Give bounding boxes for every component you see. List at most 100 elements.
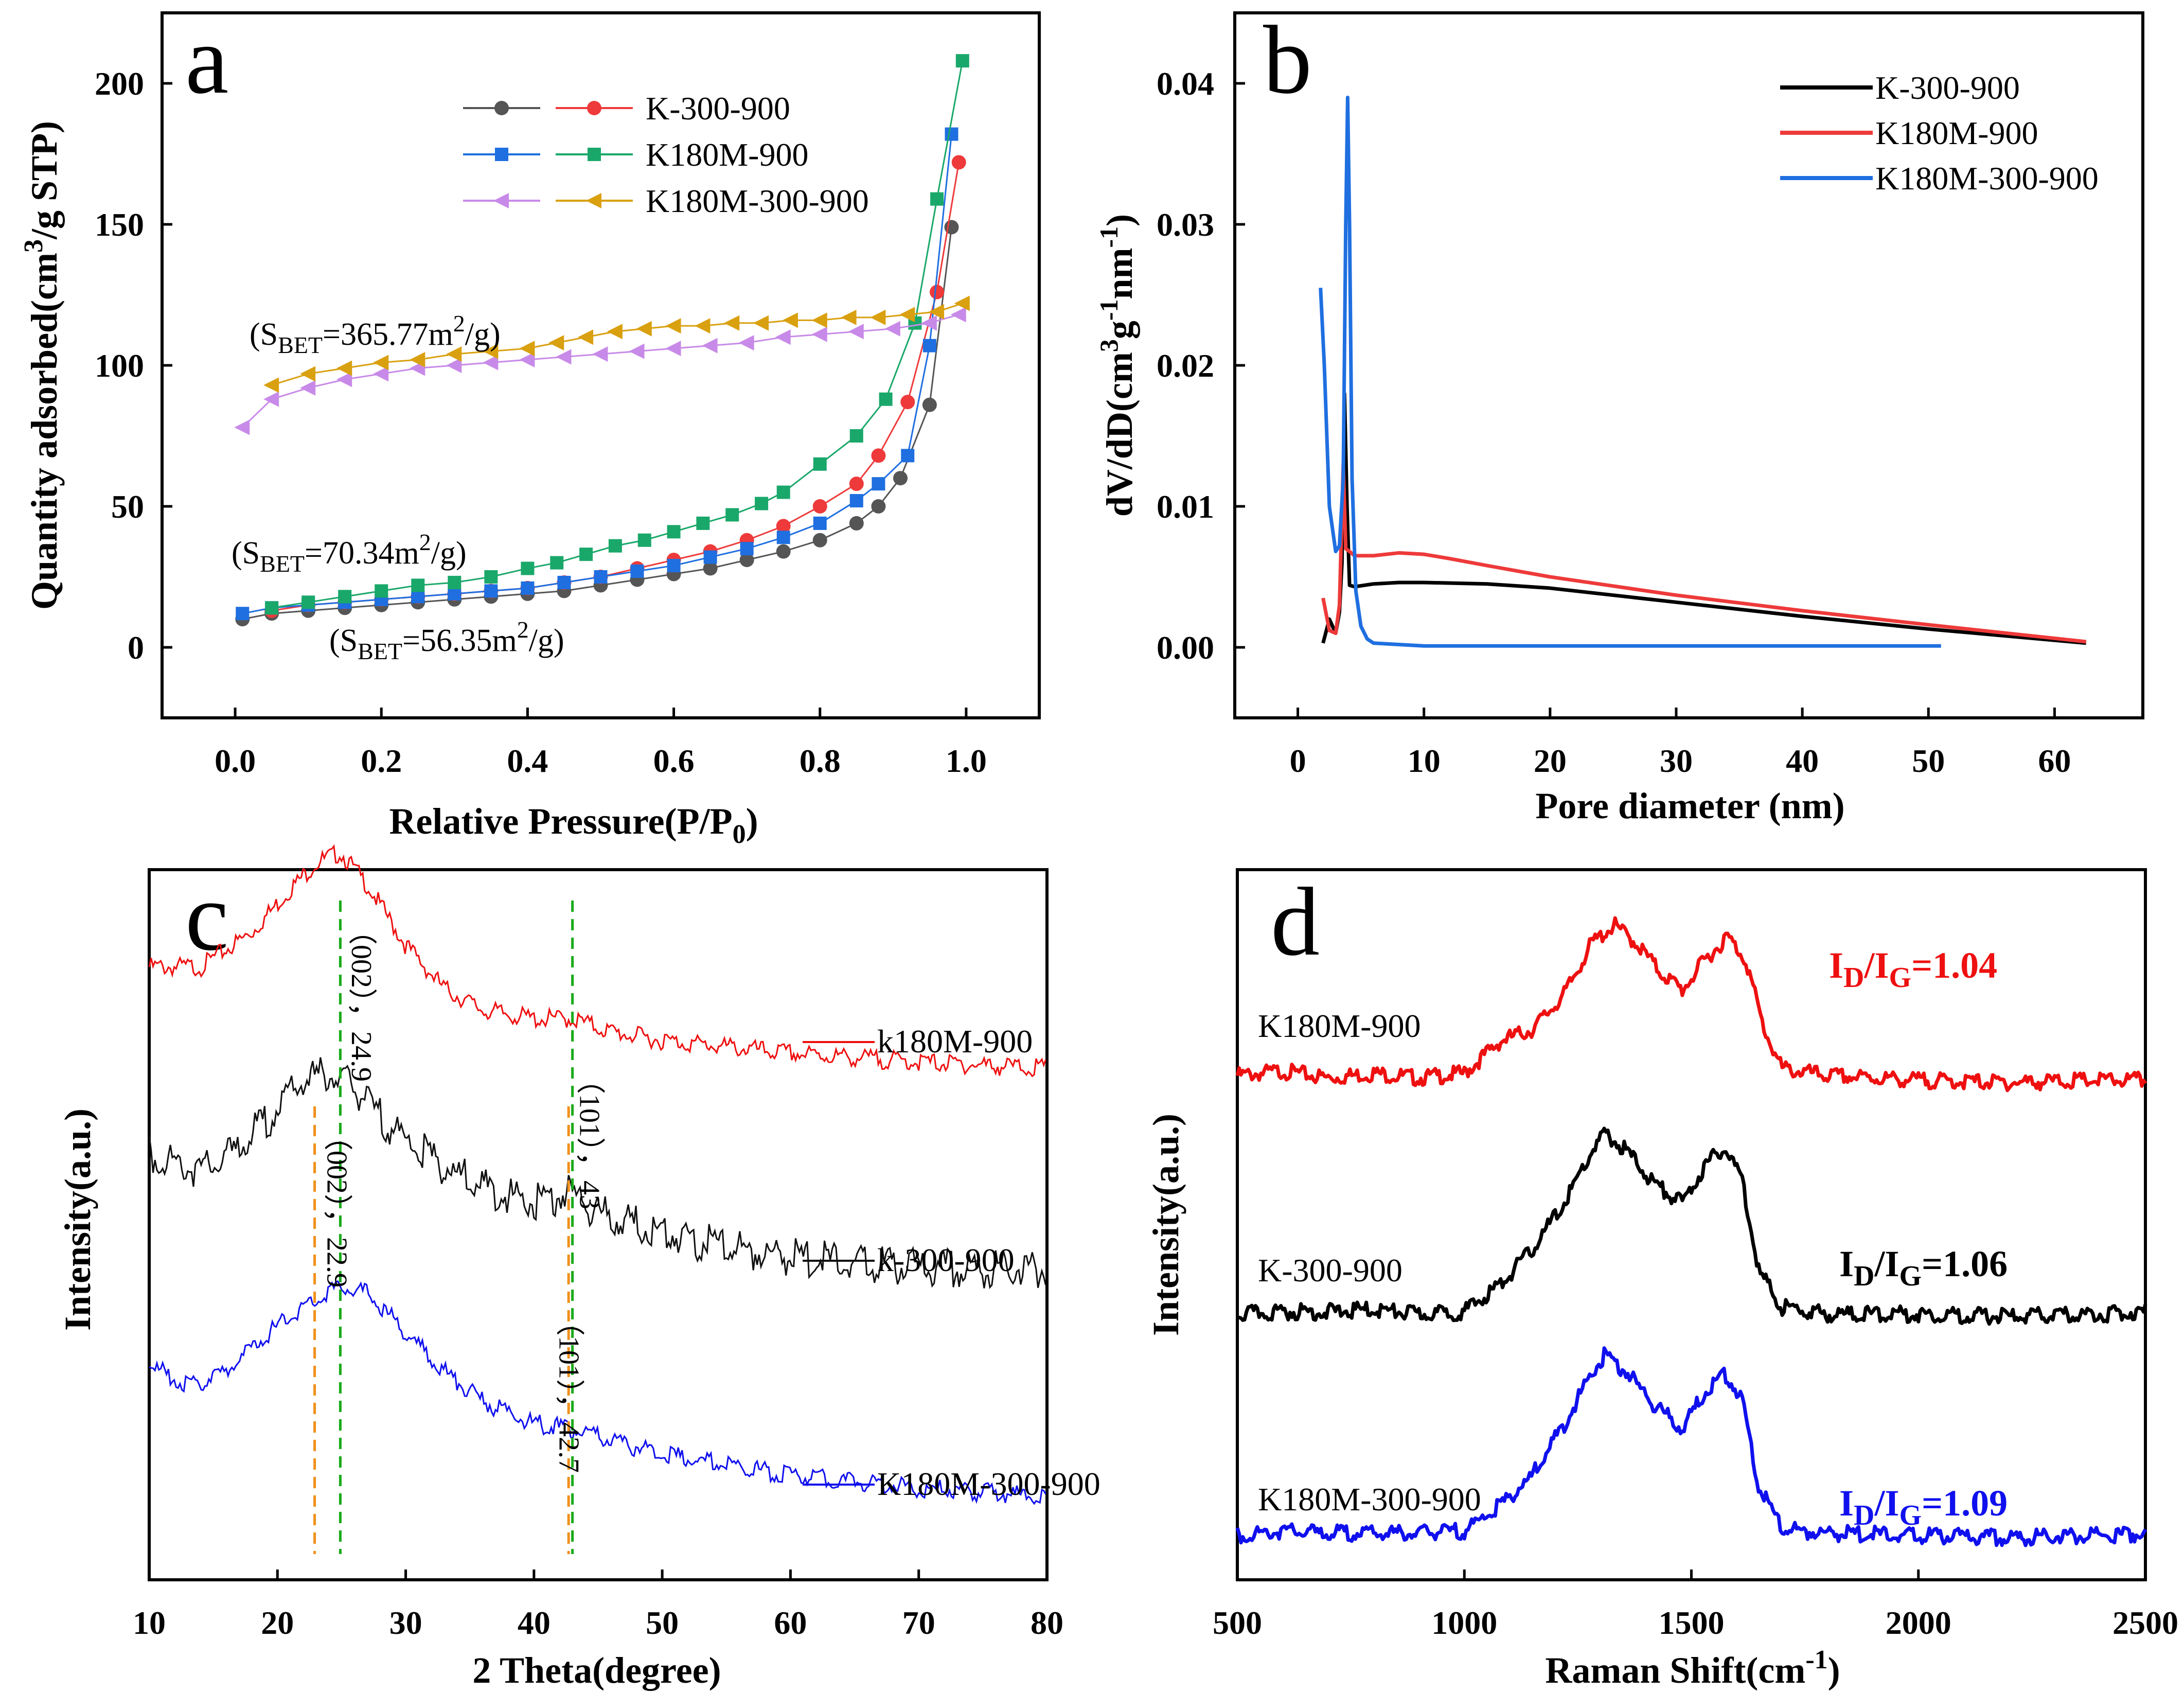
panel-a-point <box>724 315 740 331</box>
panel-a-xtick-label: 0.2 <box>361 743 402 779</box>
panel-a-point <box>871 499 886 514</box>
panel-d-ratio-part: G <box>1899 1260 1922 1292</box>
panel-a-point <box>695 318 711 334</box>
panel-b-xtick-label: 20 <box>1534 743 1567 779</box>
panel-d-ratio-part: G <box>1889 962 1912 994</box>
panel-b-ylabel: dV/dD(cm3g-1nm-1) <box>1094 214 1140 517</box>
panel-a-point <box>608 539 622 553</box>
panel-a-point <box>929 304 945 320</box>
panel-a-point <box>373 366 389 382</box>
panel-a-legend-label: K180M-900 <box>646 136 808 173</box>
panel-a-point <box>548 335 564 351</box>
panel-a-point <box>848 324 864 340</box>
panel-a-point <box>263 377 279 393</box>
panel-a-point <box>776 485 790 499</box>
panel-b-ytick-label: 0.02 <box>1157 347 1214 384</box>
panel-a-bet-annotation: (SBET=365.77m2/g) <box>250 310 501 358</box>
panel-a-point <box>870 309 886 325</box>
panel-a-point <box>336 360 352 376</box>
panel-b-xtick-label: 40 <box>1786 743 1819 779</box>
panel-a-xtick-label: 1.0 <box>946 743 987 779</box>
panel-d-ratio-part: D <box>1843 962 1864 994</box>
panel-c-xtick-label: 60 <box>774 1604 807 1641</box>
panel-a-bet-part: 2 <box>453 310 465 337</box>
panel-a-point <box>879 392 893 406</box>
panel-a-point <box>594 570 608 584</box>
panel-b-xtick-label: 30 <box>1660 743 1693 779</box>
panel-a-point <box>448 575 461 589</box>
panel-a-point <box>755 497 769 510</box>
panel-d-ratio-part: =1.04 <box>1911 945 1997 986</box>
panel-a-point <box>521 561 535 575</box>
panel-a-point <box>629 343 645 359</box>
panel-a-bet-part: =70.34m <box>305 536 419 571</box>
panel-c-peak-annotation: （002），22.9 <box>321 1122 353 1288</box>
panel-a-point <box>872 477 885 491</box>
panel-a-point <box>893 471 908 486</box>
panel-a-point <box>899 307 915 323</box>
panel-a-point <box>484 570 498 584</box>
panel-b-ytick-label: 0.01 <box>1157 488 1214 525</box>
panel-d-ratio-label: ID/IG=1.06 <box>1839 1243 2008 1292</box>
panel-a-xlabel: Relative Pressure(P/P0) <box>389 801 758 849</box>
panel-c-peak-annotation: （101），43 <box>574 1065 606 1209</box>
panel-a-point <box>373 355 389 371</box>
panel-a-point <box>702 338 718 354</box>
panel-c-series-line <box>148 844 1046 1078</box>
panel-a-bet-part: BET <box>358 638 402 664</box>
panel-a-point <box>849 429 863 443</box>
panel-a-point <box>263 391 279 407</box>
panel-b-legend-label: K180M-900 <box>1875 115 2038 151</box>
panel-a-bet-annotation: (SBET=56.35m2/g) <box>329 616 564 664</box>
panel-a-point <box>336 372 352 387</box>
panel-a-point <box>338 590 352 604</box>
panel-d-sample-label: K180M-900 <box>1258 1008 1421 1044</box>
panel-a-point <box>739 553 754 568</box>
panel-d-xtick-label: 2500 <box>2112 1604 2178 1641</box>
panel-d-series-line <box>1235 916 2147 1092</box>
panel-a-point <box>950 307 966 323</box>
panel-d-ratio-part: D <box>1854 1500 1874 1531</box>
panel-c-legend-label: K180M-300-900 <box>877 1466 1100 1502</box>
panel-a-legend-label: K-300-900 <box>646 90 790 127</box>
panel-a-point <box>955 54 969 68</box>
panel-a-point <box>849 516 864 531</box>
panel-a-ytick-label: 0 <box>128 629 144 666</box>
panel-a-point <box>849 477 864 491</box>
panel-a-point <box>776 544 791 559</box>
panel-a-point <box>592 346 608 362</box>
panel-b-ytick-label: 0.03 <box>1157 206 1214 243</box>
panel-c-ylabel: Intensity(a.u.) <box>57 1108 98 1331</box>
panel-a-point <box>236 607 250 621</box>
panel-d-ratio-part: I <box>1839 1483 1854 1524</box>
panel-a-point <box>738 335 754 351</box>
panel-a-legend-marker <box>493 193 509 208</box>
panel-a-point <box>922 339 936 352</box>
panel-a-bet-part: =56.35m <box>402 623 517 658</box>
panel-a-ytick-label: 100 <box>95 347 144 384</box>
panel-a-point <box>521 581 535 595</box>
panel-a-legend-label: K180M-300-900 <box>646 183 869 219</box>
panel-a-point <box>483 343 499 359</box>
panel-a-point <box>753 315 769 331</box>
panel-a-xtick-label: 0.6 <box>653 743 695 779</box>
panel-a-bet-part: BET <box>260 551 305 577</box>
panel-b-ytick-label: 0.00 <box>1157 629 1214 666</box>
panel-a-point <box>782 312 798 328</box>
panel-label-d: d <box>1271 868 1320 976</box>
panel-c-series-line <box>149 1280 1046 1505</box>
panel-a-point <box>901 449 915 463</box>
panel-a-point <box>630 565 644 578</box>
panel-d-xtick-label: 500 <box>1213 1604 1262 1641</box>
panel-a-point <box>811 326 827 342</box>
panel-c-xtick-label: 30 <box>389 1604 422 1641</box>
panel-a-bet-part: /g) <box>529 623 564 658</box>
panel-b-series-line <box>1321 392 2086 645</box>
panel-a-plot: 0.0 0.2 0.4 0.6 0.8 1.0 0 50 100 150 200 K-300-900 K… <box>95 54 987 779</box>
panel-a-point <box>556 349 572 365</box>
panel-a-point <box>484 584 498 598</box>
panel-a-point <box>813 457 827 471</box>
panel-a-point <box>951 155 966 170</box>
panel-c-xtick-label: 40 <box>518 1604 551 1641</box>
panel-a-legend-marker <box>586 193 601 208</box>
